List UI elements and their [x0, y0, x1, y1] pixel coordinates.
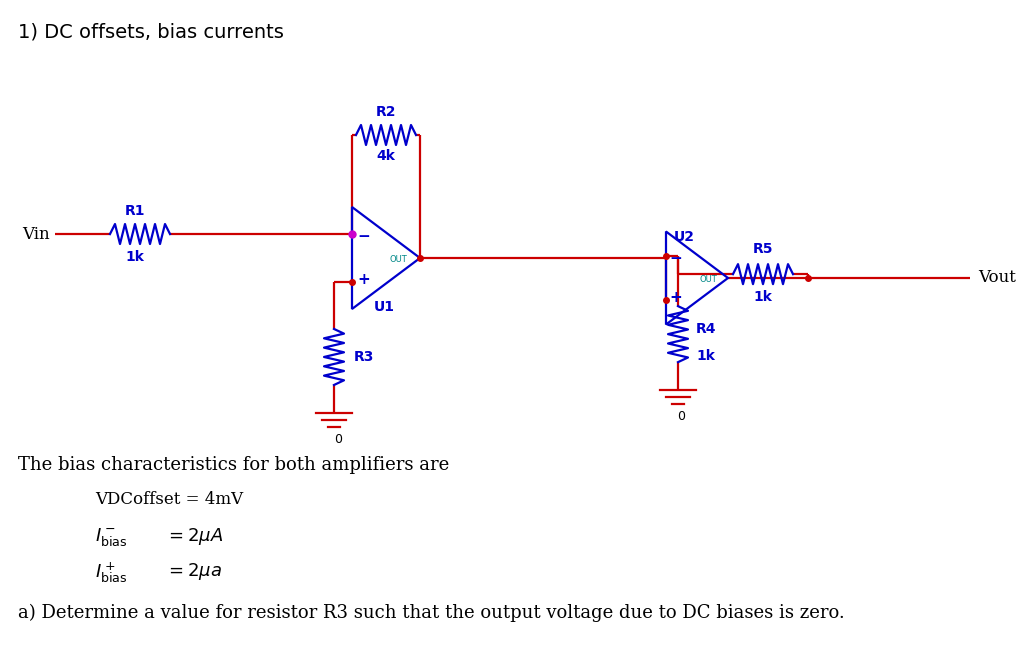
- Text: +: +: [670, 290, 682, 305]
- Text: 1k: 1k: [126, 250, 144, 264]
- Text: +: +: [357, 273, 371, 288]
- Text: −: −: [670, 250, 682, 266]
- Text: 0: 0: [677, 410, 685, 423]
- Text: $I^+_{\mathrm{bias}}$: $I^+_{\mathrm{bias}}$: [95, 561, 128, 585]
- Text: Vin: Vin: [23, 226, 50, 243]
- Text: $= 2\mu a$: $= 2\mu a$: [165, 561, 222, 582]
- Text: a) Determine a value for resistor R3 such that the output voltage due to DC bias: a) Determine a value for resistor R3 suc…: [18, 604, 845, 622]
- Text: Vout: Vout: [978, 269, 1016, 286]
- Text: $= 2\mu A$: $= 2\mu A$: [165, 526, 223, 547]
- Text: VDCoffset = 4mV: VDCoffset = 4mV: [95, 491, 243, 508]
- Text: OUT: OUT: [389, 256, 407, 264]
- Text: −: −: [357, 228, 371, 243]
- Text: R1: R1: [125, 204, 145, 218]
- Text: 0: 0: [334, 433, 342, 446]
- Text: R3: R3: [354, 350, 375, 364]
- Text: 1k: 1k: [754, 290, 772, 304]
- Text: The bias characteristics for both amplifiers are: The bias characteristics for both amplif…: [18, 456, 450, 474]
- Text: U2: U2: [674, 230, 695, 244]
- Text: $I^-_{\mathrm{bias}}$: $I^-_{\mathrm{bias}}$: [95, 526, 128, 548]
- Text: U1: U1: [374, 300, 395, 314]
- Text: 1k: 1k: [696, 349, 715, 363]
- Text: 4k: 4k: [377, 149, 395, 163]
- Text: R2: R2: [376, 105, 396, 119]
- Text: 1) DC offsets, bias currents: 1) DC offsets, bias currents: [18, 22, 284, 41]
- Text: R4: R4: [696, 322, 717, 336]
- Text: R5: R5: [753, 242, 773, 256]
- Text: OUT: OUT: [699, 275, 717, 284]
